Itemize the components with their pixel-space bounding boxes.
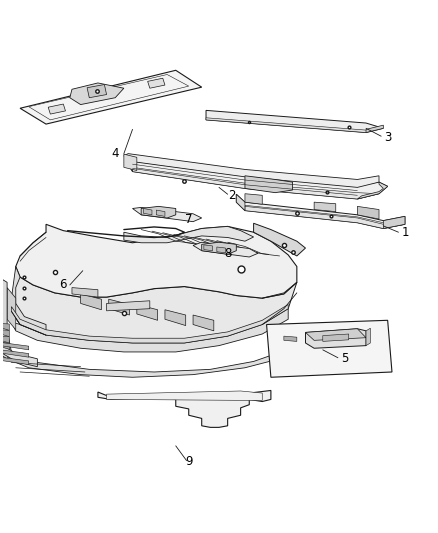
Polygon shape: [206, 118, 371, 133]
Text: 6: 6: [60, 278, 67, 292]
Polygon shape: [81, 294, 101, 310]
Polygon shape: [202, 242, 236, 254]
Polygon shape: [217, 247, 226, 253]
Polygon shape: [204, 245, 212, 251]
Polygon shape: [124, 154, 137, 171]
Polygon shape: [133, 207, 202, 222]
Polygon shape: [141, 206, 176, 218]
Polygon shape: [236, 194, 405, 229]
Polygon shape: [128, 161, 133, 172]
Text: 5: 5: [341, 352, 348, 365]
Polygon shape: [0, 280, 11, 359]
Polygon shape: [245, 176, 293, 192]
Polygon shape: [7, 351, 284, 377]
Polygon shape: [0, 342, 29, 350]
Polygon shape: [20, 70, 202, 124]
Polygon shape: [0, 357, 29, 365]
Polygon shape: [133, 167, 379, 199]
Polygon shape: [357, 182, 388, 199]
Polygon shape: [0, 330, 9, 337]
Polygon shape: [11, 266, 46, 335]
Polygon shape: [109, 299, 130, 315]
Polygon shape: [98, 391, 271, 427]
Polygon shape: [11, 309, 288, 352]
Polygon shape: [143, 208, 152, 215]
Polygon shape: [357, 206, 379, 219]
Polygon shape: [0, 350, 29, 357]
Polygon shape: [87, 85, 106, 98]
Polygon shape: [193, 315, 214, 331]
Polygon shape: [323, 334, 349, 342]
Polygon shape: [124, 227, 254, 243]
Polygon shape: [165, 310, 186, 326]
Polygon shape: [106, 301, 150, 311]
Polygon shape: [245, 193, 262, 204]
Polygon shape: [305, 329, 366, 348]
Text: 2: 2: [228, 189, 236, 202]
Polygon shape: [0, 336, 9, 343]
Text: 9: 9: [185, 455, 192, 468]
Polygon shape: [305, 329, 366, 341]
Text: 7: 7: [185, 213, 192, 225]
Polygon shape: [366, 328, 371, 345]
Polygon shape: [206, 110, 383, 133]
Polygon shape: [11, 304, 288, 343]
Polygon shape: [137, 304, 158, 320]
Polygon shape: [156, 210, 165, 216]
Text: 3: 3: [384, 131, 391, 144]
Polygon shape: [314, 202, 336, 212]
Polygon shape: [128, 161, 388, 199]
Polygon shape: [383, 216, 405, 229]
Polygon shape: [0, 342, 9, 349]
Polygon shape: [245, 205, 405, 229]
Polygon shape: [284, 336, 297, 342]
Polygon shape: [48, 104, 66, 114]
Polygon shape: [148, 78, 165, 88]
Polygon shape: [0, 324, 9, 330]
Polygon shape: [16, 224, 297, 298]
Text: 1: 1: [401, 225, 409, 239]
Polygon shape: [70, 83, 124, 104]
Text: 8: 8: [224, 247, 231, 260]
Polygon shape: [193, 242, 258, 257]
Polygon shape: [72, 288, 98, 297]
Polygon shape: [254, 223, 305, 256]
Polygon shape: [29, 75, 189, 120]
Polygon shape: [7, 288, 16, 330]
Polygon shape: [106, 391, 262, 400]
Polygon shape: [11, 266, 297, 343]
Polygon shape: [267, 320, 392, 377]
Polygon shape: [366, 125, 383, 133]
Text: 4: 4: [111, 147, 119, 159]
Polygon shape: [236, 194, 245, 211]
Polygon shape: [0, 341, 37, 367]
Polygon shape: [124, 154, 379, 188]
